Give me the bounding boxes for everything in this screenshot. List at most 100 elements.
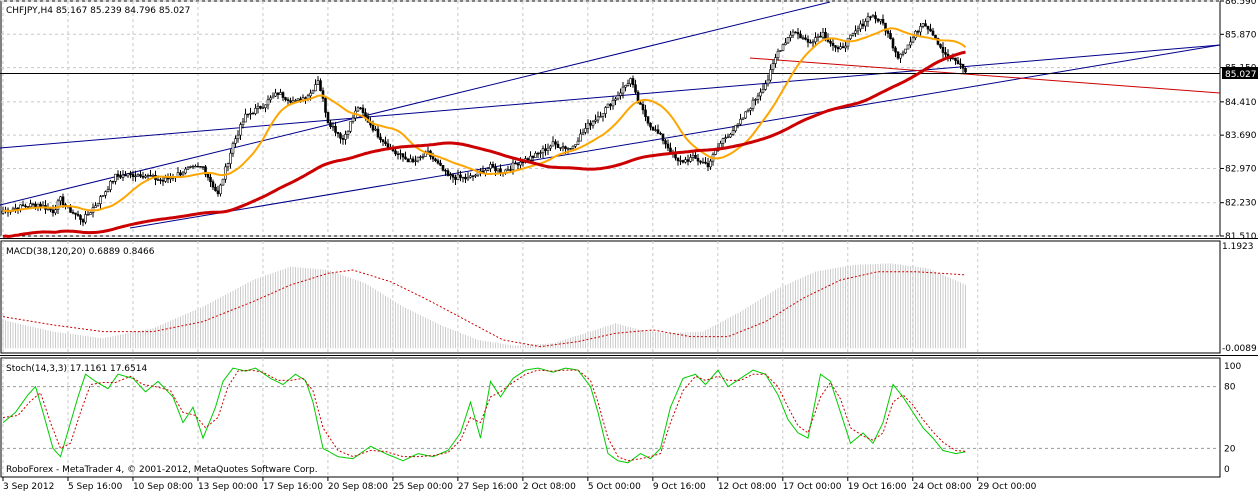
candle — [871, 14, 875, 18]
macd-signal-line — [2, 269, 966, 348]
candle — [396, 151, 400, 160]
candle — [741, 117, 745, 121]
candle — [896, 50, 900, 60]
candle — [944, 46, 947, 59]
candle — [731, 126, 735, 136]
candle — [641, 101, 645, 115]
candle — [761, 84, 765, 94]
candle — [351, 114, 355, 124]
resistance-trendline — [749, 57, 1221, 94]
candle — [844, 41, 847, 52]
stochastic-panel — [2, 367, 966, 464]
candle — [534, 151, 537, 158]
symbol-header: CHFJPY,H4 85.167 85.239 84.796 85.027 — [6, 6, 190, 16]
candle — [681, 159, 685, 164]
candle — [769, 64, 772, 82]
candle — [604, 106, 607, 118]
candle — [911, 35, 915, 44]
candle — [81, 218, 85, 227]
candle — [451, 173, 455, 183]
candle — [444, 168, 447, 177]
candle — [341, 134, 345, 145]
candle — [259, 105, 262, 110]
candle — [274, 88, 277, 98]
candle — [381, 139, 385, 147]
candle — [416, 156, 420, 163]
candle — [821, 27, 825, 40]
candle — [874, 11, 877, 24]
candle — [864, 18, 867, 32]
candle — [411, 156, 415, 164]
candle — [191, 164, 195, 170]
candle — [144, 173, 147, 179]
candle — [939, 43, 942, 49]
candle — [816, 33, 820, 42]
candle — [101, 195, 105, 197]
candle — [694, 151, 697, 159]
candle — [374, 125, 377, 132]
candle — [774, 53, 777, 68]
candle — [579, 129, 582, 142]
candle — [449, 172, 452, 180]
candle — [786, 37, 790, 45]
candle — [339, 132, 342, 144]
candle — [249, 107, 252, 120]
candle — [229, 149, 232, 169]
candle — [326, 111, 330, 124]
candle — [699, 160, 702, 165]
candle — [664, 139, 667, 149]
candle — [621, 82, 625, 99]
candle — [189, 165, 192, 169]
candle — [789, 30, 792, 42]
candle — [506, 165, 510, 171]
candle — [199, 166, 202, 168]
candle — [159, 177, 162, 185]
candle — [251, 111, 255, 115]
candle — [596, 111, 600, 124]
candle — [486, 167, 490, 172]
candle — [666, 139, 670, 152]
candle — [829, 38, 832, 47]
candle — [99, 194, 102, 210]
candle — [576, 137, 580, 145]
candle — [809, 39, 812, 44]
candle — [959, 58, 962, 69]
macd-tick-label: -0.0089 — [1222, 344, 1257, 354]
candle — [954, 57, 957, 65]
time-tick-label: 17 Sep 16:00 — [263, 482, 323, 492]
candle — [766, 74, 770, 87]
candle — [661, 133, 665, 145]
candle — [781, 43, 785, 51]
candle — [744, 111, 747, 120]
candle — [686, 154, 690, 166]
candle — [216, 185, 220, 197]
candle — [544, 143, 547, 156]
candle — [126, 173, 130, 178]
candle — [254, 104, 257, 116]
candle — [784, 38, 787, 46]
candle — [94, 202, 97, 208]
candle — [841, 42, 845, 49]
candle — [614, 96, 617, 106]
candle — [109, 179, 112, 193]
candle — [834, 45, 837, 52]
price-tick-label: 82.970 — [1225, 164, 1257, 174]
candle — [466, 172, 470, 181]
candle — [324, 95, 327, 118]
candle — [266, 95, 270, 110]
candle — [439, 159, 442, 167]
candle — [704, 157, 707, 165]
time-tick-label: 19 Oct 16:00 — [848, 482, 907, 492]
candle — [926, 25, 930, 34]
time-tick-label: 29 Oct 00:00 — [978, 482, 1037, 492]
candle — [586, 119, 590, 134]
candle — [204, 164, 207, 178]
candle — [436, 158, 440, 165]
candle — [276, 92, 280, 100]
candle — [696, 154, 700, 166]
candle — [111, 180, 115, 185]
candle — [281, 91, 285, 101]
candle — [584, 123, 587, 135]
candle — [916, 29, 920, 36]
